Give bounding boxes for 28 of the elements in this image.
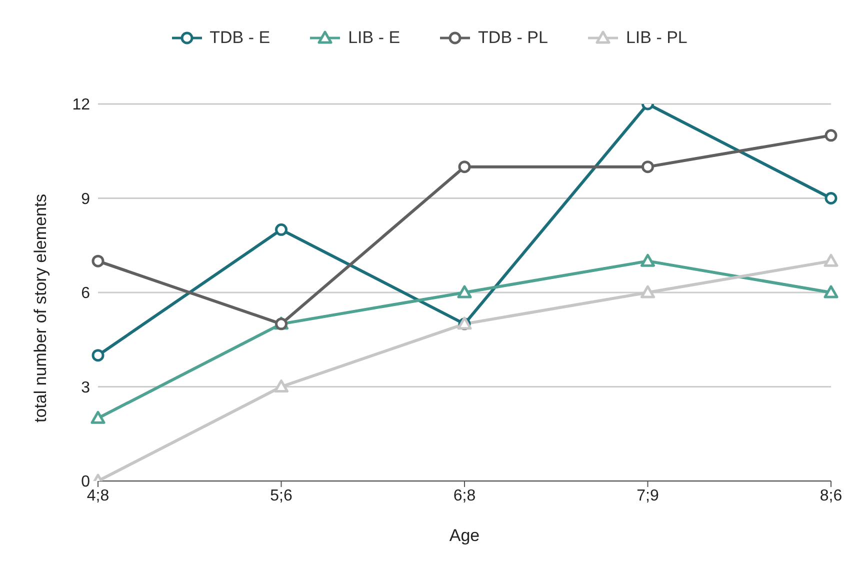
x-axis-title: Age: [449, 526, 480, 545]
point: [92, 254, 104, 268]
legend-label: LIB - E: [347, 28, 400, 48]
x-tick-label: 8;6: [820, 487, 842, 504]
y-tick-label: 12: [72, 96, 90, 114]
point: [640, 285, 655, 298]
y-tick-label: 9: [81, 190, 90, 208]
point: [90, 410, 106, 424]
legend-label: TDB - E: [208, 28, 270, 48]
point: [458, 160, 471, 174]
point: [824, 129, 838, 142]
point: [275, 223, 288, 236]
legend-label: TDB - PL: [477, 28, 548, 48]
point: [457, 285, 472, 298]
y-tick-label: 6: [81, 285, 90, 302]
point: [274, 380, 288, 392]
point: [824, 192, 838, 204]
point: [92, 349, 104, 362]
x-tick-label: 7;9: [636, 487, 659, 504]
point: [642, 160, 654, 174]
point: [640, 254, 655, 267]
x-tick-label: 6;8: [453, 487, 476, 504]
point: [824, 254, 838, 267]
y-axis-title: total number of story elements: [31, 194, 50, 422]
x-tick-label: 5;6: [270, 487, 292, 504]
point: [824, 285, 838, 298]
y-tick-label: 3: [81, 379, 90, 396]
legend-label: LIB - PL: [624, 28, 688, 48]
